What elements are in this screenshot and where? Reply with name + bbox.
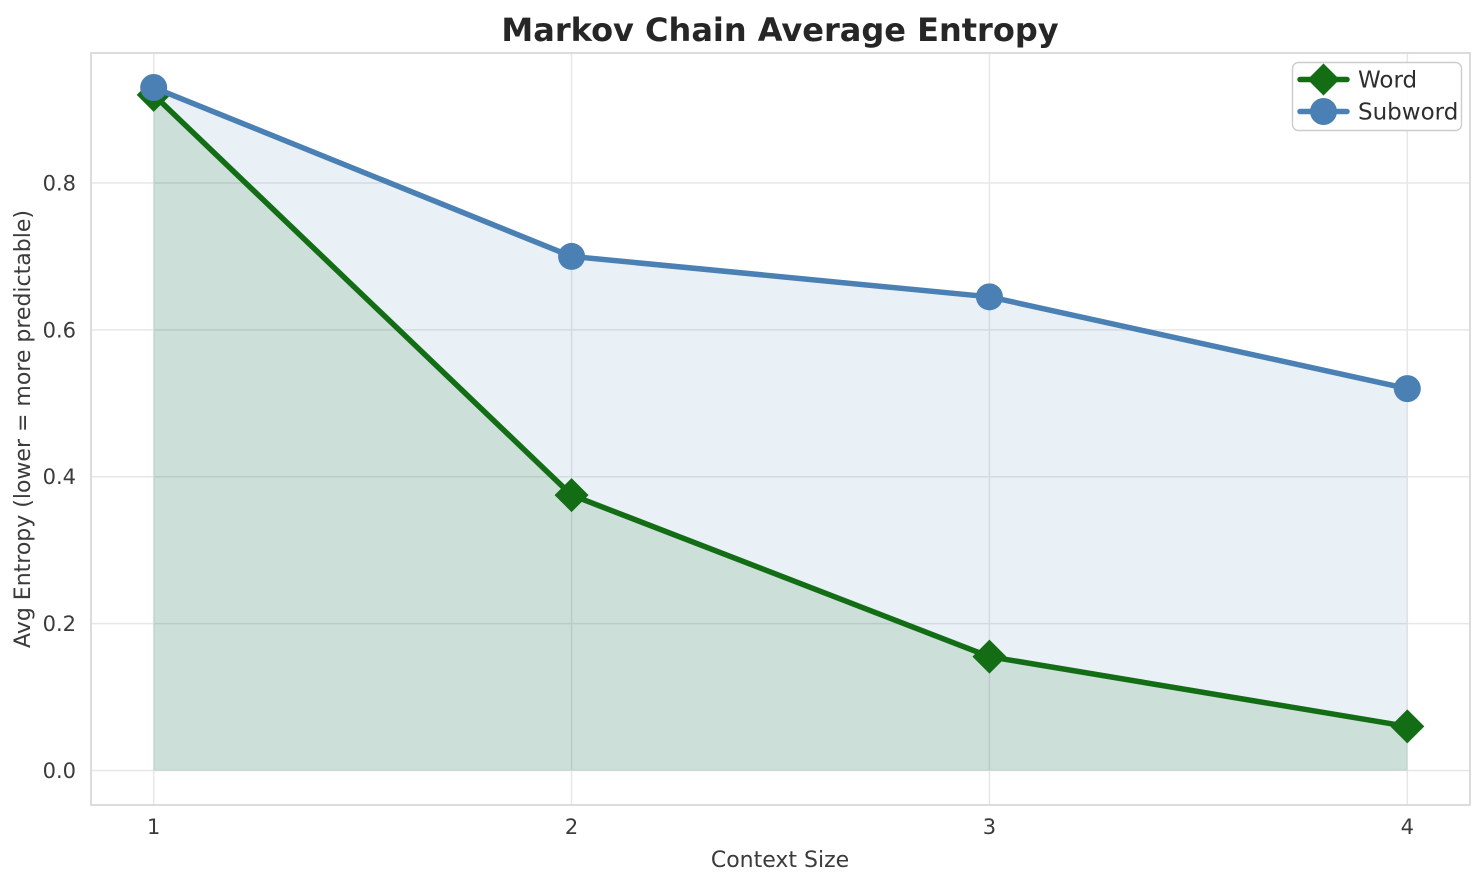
subword-marker <box>975 283 1003 311</box>
y-tick-label: 0.2 <box>43 612 76 636</box>
legend-word-label: Word <box>1358 68 1417 94</box>
word-area-fill <box>153 94 1408 771</box>
subword-marker <box>1393 375 1421 403</box>
legend-subword-label: Subword <box>1358 100 1458 126</box>
plot-area <box>91 53 1470 805</box>
legend-word-diamond-icon <box>1307 63 1340 96</box>
y-tick-label: 0.4 <box>43 465 76 489</box>
x-tick-label: 1 <box>147 815 160 839</box>
x-tick-labels: 1 2 3 4 <box>147 815 1414 839</box>
y-tick-label: 0.6 <box>43 318 76 342</box>
legend-entries: Word Subword <box>1297 63 1458 126</box>
y-tick-label: 0.8 <box>43 171 76 195</box>
chart-title: Markov Chain Average Entropy <box>501 11 1058 49</box>
series-fills <box>153 87 1408 771</box>
x-axis-label: Context Size <box>711 848 849 873</box>
y-axis-label: Avg Entropy (lower = more predictable) <box>11 210 36 648</box>
x-tick-label: 3 <box>983 815 996 839</box>
legend: Word Subword <box>1291 61 1463 132</box>
subword-series-line <box>150 84 1411 392</box>
word-marker <box>1390 709 1425 744</box>
word-series-line <box>150 92 1411 730</box>
subword-marker <box>558 242 586 270</box>
x-tick-label: 2 <box>565 815 578 839</box>
word-marker <box>554 478 589 513</box>
series-lines-and-markers <box>136 74 1425 744</box>
y-tick-label: 0.0 <box>43 759 76 783</box>
subword-area-fill <box>153 87 1408 771</box>
gridlines <box>91 53 1470 805</box>
subword-marker <box>140 74 168 102</box>
word-marker <box>972 639 1007 674</box>
x-tick-label: 4 <box>1401 815 1414 839</box>
legend-subword-circle-icon <box>1310 98 1337 125</box>
plot-frame <box>90 52 1471 806</box>
y-tick-labels: 0.0 0.2 0.4 0.6 0.8 <box>43 171 76 783</box>
